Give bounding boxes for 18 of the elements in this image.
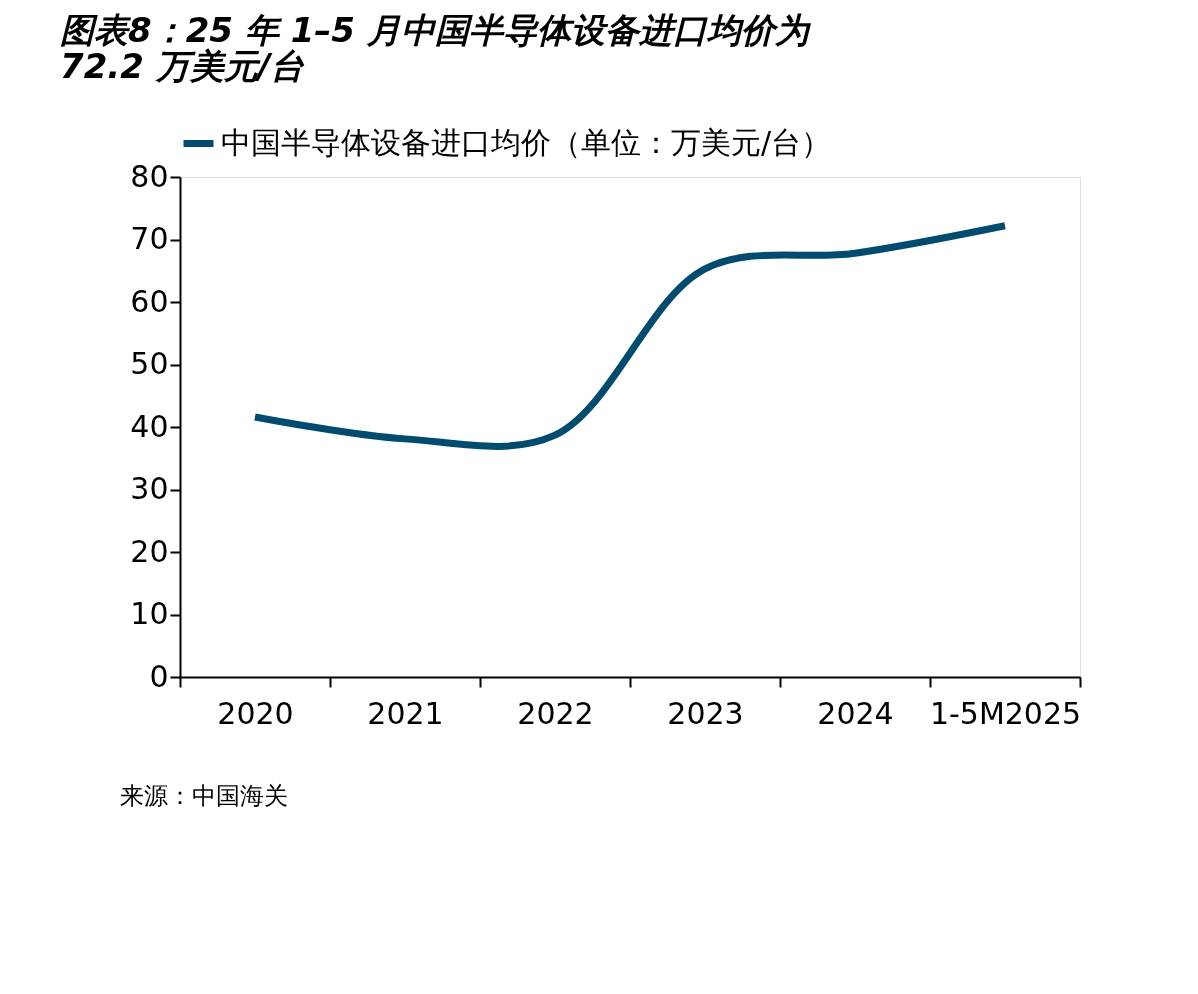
x-tick-label: 2022 xyxy=(517,695,594,731)
legend-label: 中国半导体设备进口均价（单位：万美元/台） xyxy=(221,124,832,160)
y-tick-label: 40 xyxy=(130,408,169,444)
y-tick-label: 70 xyxy=(130,221,169,256)
chart-title: 图表8：25 年 1–5 月中国半导体设备进口均价为 72.2 万美元/台 xyxy=(60,10,812,86)
x-tick-label: 1-5M2025 xyxy=(929,695,1082,731)
x-tick-label: 2023 xyxy=(667,695,744,731)
y-tick-label: 30 xyxy=(130,471,169,506)
x-tick-label: 2021 xyxy=(367,695,444,731)
y-tick-label: 50 xyxy=(130,346,169,381)
x-tick-label: 2020 xyxy=(217,695,294,731)
x-tick-label: 2024 xyxy=(817,695,894,731)
y-tick-label: 0 xyxy=(149,658,169,694)
y-tick-label: 10 xyxy=(130,596,169,631)
source-note: 来源：中国海关 xyxy=(120,782,288,810)
y-tick-label: 60 xyxy=(130,283,169,319)
y-tick-label: 20 xyxy=(130,533,169,569)
y-tick-label: 80 xyxy=(130,158,169,194)
